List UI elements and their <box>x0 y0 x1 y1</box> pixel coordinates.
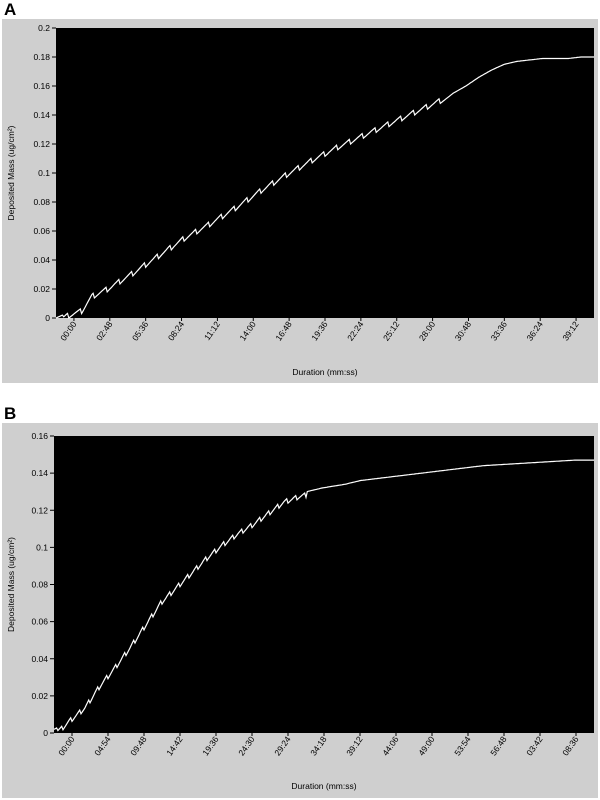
y-tick-label: 0.06 <box>31 617 48 627</box>
x-tick-label: 16:48 <box>273 319 294 342</box>
y-tick-label: 0 <box>43 728 48 738</box>
panel-b-label: B <box>4 404 17 423</box>
chart-b: 0 0.02 0.04 0.06 0.08 0.1 0.12 0.14 0.16 00:00 04:… <box>6 431 594 791</box>
y-tick-label: 0.12 <box>31 505 48 515</box>
y-tick-label: 0.06 <box>33 226 50 236</box>
x-tick-label: 44:06 <box>380 734 401 757</box>
x-tick-label: 14:00 <box>238 319 259 342</box>
y-tick-label: 0.1 <box>36 542 48 552</box>
x-tick-label: 00:00 <box>58 319 79 342</box>
x-axis-title: Duration (mm:ss) <box>292 367 357 377</box>
chart-a: 0 0.02 0.04 0.06 0.08 0.1 0.12 0.14 0.16 0.18 0.2 0… <box>6 23 594 377</box>
x-tick-label: 09:48 <box>128 734 149 757</box>
x-tick-label: 03:42 <box>524 734 545 757</box>
plot-area <box>54 436 594 733</box>
chart-a-frame: 0 0.02 0.04 0.06 0.08 0.1 0.12 0.14 0.16 0.18 0.2 0… <box>2 19 598 383</box>
x-tick-label: 19:36 <box>309 319 330 342</box>
y-tick-label: 0.04 <box>31 654 48 664</box>
x-tick-label: 39:12 <box>560 319 581 342</box>
x-tick-label: 56:48 <box>488 734 509 757</box>
x-tick-label: 04:54 <box>92 734 113 757</box>
x-tick-label: 19:36 <box>200 734 221 757</box>
y-tick-label: 0.12 <box>33 139 50 149</box>
x-tick-label: 05:36 <box>130 319 151 342</box>
y-tick-label: 0.04 <box>33 255 50 265</box>
series-line <box>53 459 594 732</box>
x-axis-title: Duration (mm:ss) <box>291 781 356 791</box>
y-tick-label: 0.08 <box>33 197 50 207</box>
x-tick-label: 39:12 <box>344 734 365 757</box>
y-tick-label: 0.2 <box>38 23 50 33</box>
x-tick-label: 14:42 <box>164 734 185 757</box>
x-tick-label: 33:36 <box>489 319 510 342</box>
x-tick-label: 53:54 <box>452 734 473 757</box>
x-tick-label: 08:24 <box>166 319 187 342</box>
x-tick-label: 08:36 <box>560 734 581 757</box>
x-tick-label: 36:24 <box>524 319 545 342</box>
y-tick-label: 0.02 <box>33 284 50 294</box>
x-tick-label: 00:00 <box>56 734 77 757</box>
y-axis-title: Deposited Mass (ug/cm²) <box>6 125 16 220</box>
plot-area <box>56 28 594 318</box>
y-tick-label: 0 <box>45 313 50 323</box>
x-tick-label: 34:18 <box>308 734 329 757</box>
y-tick-label: 0.08 <box>31 580 48 590</box>
y-tick-label: 0.16 <box>33 81 50 91</box>
y-tick-label: 0.14 <box>33 110 50 120</box>
panel-a-label: A <box>4 0 17 19</box>
y-tick-label: 0.02 <box>31 691 48 701</box>
y-tick-label: 0.1 <box>38 168 50 178</box>
x-tick-label: 28:00 <box>417 319 438 342</box>
y-tick-label: 0.16 <box>31 431 48 441</box>
y-tick-label: 0.14 <box>31 468 48 478</box>
x-tick-label: 11:12 <box>202 319 222 342</box>
x-tick-label: 30:48 <box>453 319 474 342</box>
x-tick-label: 29:24 <box>272 734 293 757</box>
y-axis-title: Deposited Mass (ug/cm²) <box>6 537 16 632</box>
y-tick-label: 0.18 <box>33 52 50 62</box>
x-tick-label: 25:12 <box>381 319 402 342</box>
x-tick-label: 24:30 <box>236 734 257 757</box>
x-tick-label: 02:48 <box>94 319 115 342</box>
chart-b-frame: 0 0.02 0.04 0.06 0.08 0.1 0.12 0.14 0.16 00:00 04:… <box>2 423 598 798</box>
series-line <box>55 56 594 320</box>
x-tick-label: 49:00 <box>416 734 437 757</box>
x-tick-label: 22:24 <box>345 319 366 342</box>
